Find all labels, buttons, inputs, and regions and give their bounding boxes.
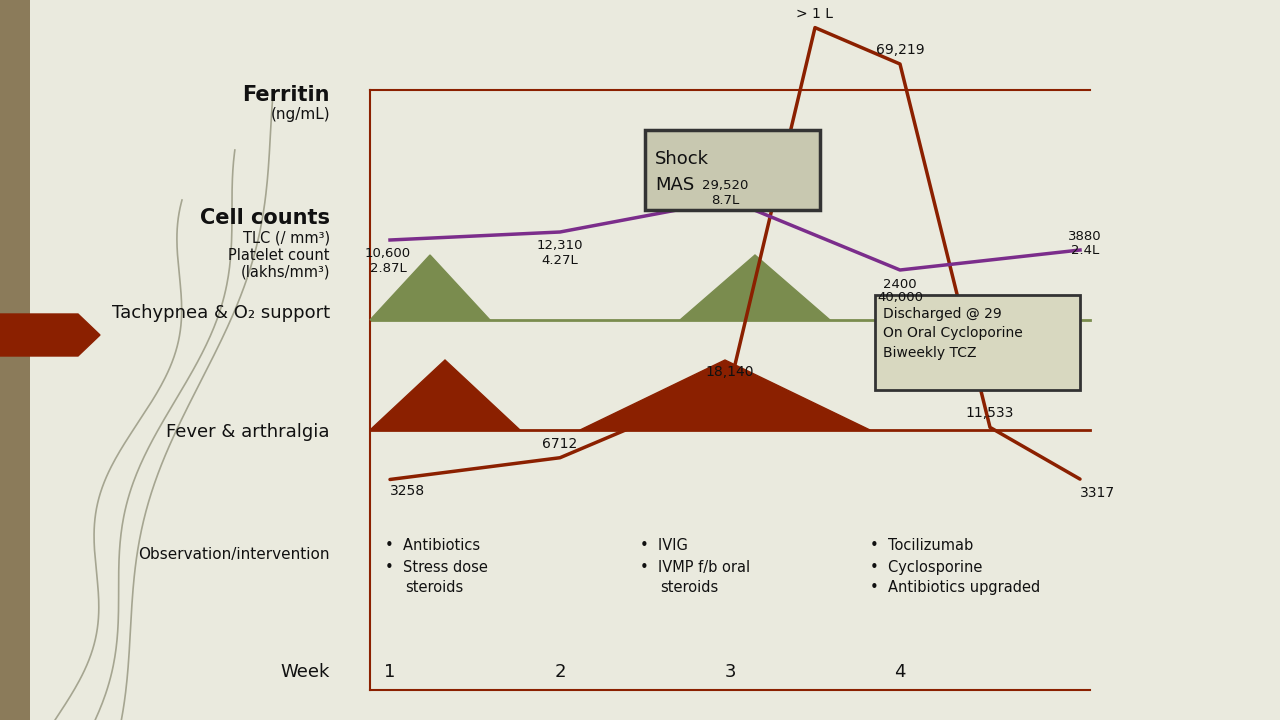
Bar	[876, 295, 1080, 390]
Text: 18,140: 18,140	[705, 365, 754, 379]
Text: 3880: 3880	[1069, 230, 1102, 243]
Text: 29,520: 29,520	[701, 179, 749, 192]
Polygon shape	[370, 360, 520, 430]
Text: 2: 2	[554, 663, 566, 681]
Text: Fever & arthralgia: Fever & arthralgia	[166, 423, 330, 441]
Text: 4.27L: 4.27L	[541, 253, 579, 266]
FancyArrow shape	[0, 314, 100, 356]
Text: 2.4L: 2.4L	[1071, 243, 1100, 256]
Text: 2400: 2400	[883, 277, 916, 290]
Text: •  Tocilizumab: • Tocilizumab	[870, 538, 973, 553]
Text: 12,310: 12,310	[536, 240, 584, 253]
Text: •  Cyclosporine: • Cyclosporine	[870, 560, 982, 575]
Text: steroids: steroids	[404, 580, 463, 595]
Text: steroids: steroids	[660, 580, 718, 595]
Text: 10,600: 10,600	[365, 248, 411, 261]
Text: 1: 1	[384, 663, 396, 681]
Text: 11,533: 11,533	[966, 406, 1014, 420]
Text: Tachypnea & O₂ support: Tachypnea & O₂ support	[111, 304, 330, 322]
Text: 4: 4	[895, 663, 906, 681]
Text: •  IVIG: • IVIG	[640, 538, 687, 553]
Text: Cell counts: Cell counts	[200, 208, 330, 228]
Text: 40,000: 40,000	[877, 292, 923, 305]
Polygon shape	[580, 360, 870, 430]
Polygon shape	[370, 255, 490, 320]
Text: Observation/intervention: Observation/intervention	[138, 547, 330, 562]
Text: 69,219: 69,219	[876, 43, 924, 57]
Text: 2.87L: 2.87L	[370, 261, 406, 274]
Text: > 1 L: > 1 L	[796, 6, 833, 21]
Text: 8.7L: 8.7L	[710, 194, 739, 207]
Text: Shock
MAS: Shock MAS	[655, 150, 709, 194]
Text: •  Antibiotics: • Antibiotics	[385, 538, 480, 553]
Text: (lakhs/mm³): (lakhs/mm³)	[241, 264, 330, 279]
Text: •  IVMP f/b oral: • IVMP f/b oral	[640, 560, 750, 575]
Polygon shape	[680, 255, 829, 320]
Text: (ng/mL): (ng/mL)	[270, 107, 330, 122]
Text: 3: 3	[724, 663, 736, 681]
Text: Ferritin: Ferritin	[242, 85, 330, 105]
Text: Discharged @ 29
On Oral Cycloporine
Biweekly TCZ: Discharged @ 29 On Oral Cycloporine Biwe…	[883, 307, 1023, 360]
Text: Week: Week	[280, 663, 330, 681]
Text: 6712: 6712	[543, 437, 577, 451]
Text: 3258: 3258	[390, 485, 425, 498]
Bar	[0, 0, 29, 720]
Text: Platelet count: Platelet count	[229, 248, 330, 263]
Bar	[645, 130, 820, 210]
Text: 3317: 3317	[1080, 486, 1115, 500]
Text: •  Stress dose: • Stress dose	[385, 560, 488, 575]
Text: •  Antibiotics upgraded: • Antibiotics upgraded	[870, 580, 1041, 595]
Text: TLC (/ mm³): TLC (/ mm³)	[243, 230, 330, 246]
